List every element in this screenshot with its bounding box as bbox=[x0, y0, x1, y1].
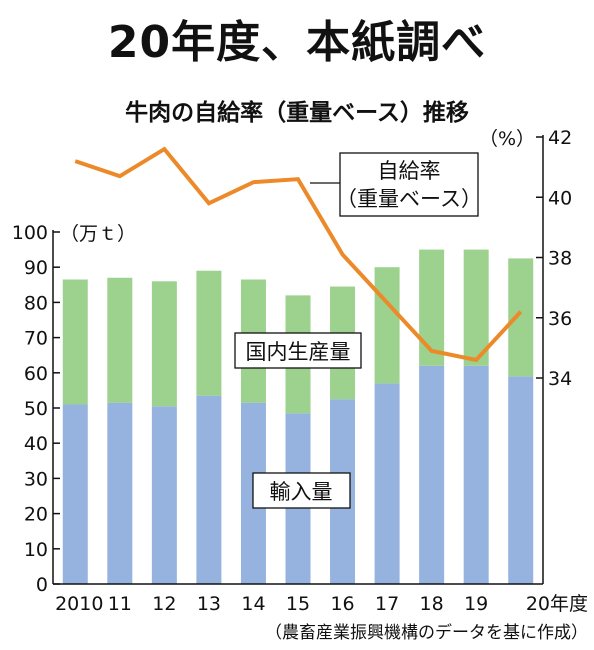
left-tick-label-90: 90 bbox=[24, 257, 48, 279]
x-tick-label-8: 18 bbox=[420, 593, 444, 615]
bar-import-9 bbox=[463, 365, 489, 584]
domestic-label: 国内生産量 bbox=[246, 340, 351, 364]
left-tick-label-0: 0 bbox=[36, 574, 48, 596]
chart-title: 牛肉の自給率（重量ベース）推移 bbox=[125, 99, 469, 126]
bar-import-1 bbox=[107, 402, 133, 584]
right-axis-unit: （%） bbox=[479, 128, 535, 150]
bar-domestic-2 bbox=[151, 281, 177, 407]
bar-domestic-7 bbox=[374, 267, 400, 384]
import-label: 輸入量 bbox=[270, 480, 333, 504]
left-tick-label-20: 20 bbox=[24, 504, 48, 526]
bar-import-7 bbox=[374, 383, 400, 584]
x-tick-label-0: 2010 bbox=[55, 593, 103, 615]
left-tick-label-50: 50 bbox=[24, 398, 48, 420]
bar-import-0 bbox=[62, 404, 88, 584]
x-tick-label-7: 17 bbox=[375, 593, 399, 615]
x-tick-label-3: 13 bbox=[197, 593, 221, 615]
right-tick-label-40: 40 bbox=[548, 187, 572, 209]
x-tick-label-9: 19 bbox=[464, 593, 488, 615]
ratio-label-box bbox=[339, 152, 479, 217]
bar-import-3 bbox=[196, 395, 222, 584]
x-tick-label-10: 20年度 bbox=[526, 593, 588, 615]
left-tick-label-70: 70 bbox=[24, 328, 48, 350]
x-tick-label-6: 16 bbox=[330, 593, 354, 615]
x-tick-label-1: 11 bbox=[108, 593, 132, 615]
headline: 20年度、本紙調べ bbox=[107, 17, 487, 68]
right-tick-label-42: 42 bbox=[548, 127, 572, 149]
x-tick-label-5: 15 bbox=[286, 593, 310, 615]
bar-domestic-10 bbox=[508, 258, 534, 377]
left-tick-label-10: 10 bbox=[24, 539, 48, 561]
ratio-label-line-2: （重量ベース） bbox=[336, 187, 482, 211]
bar-domestic-0 bbox=[62, 279, 88, 405]
left-tick-label-60: 60 bbox=[24, 363, 48, 385]
left-tick-label-100: 100 bbox=[12, 222, 48, 244]
bar-import-10 bbox=[508, 376, 534, 584]
bar-domestic-1 bbox=[107, 277, 133, 403]
source-note: （農畜産業振興機構のデータを基に作成） bbox=[265, 622, 588, 643]
bar-domestic-3 bbox=[196, 270, 222, 396]
left-tick-label-30: 30 bbox=[24, 468, 48, 490]
right-tick-label-38: 38 bbox=[548, 248, 572, 270]
right-tick-label-36: 36 bbox=[548, 308, 572, 330]
x-tick-label-4: 14 bbox=[241, 593, 265, 615]
right-tick-label-34: 34 bbox=[548, 368, 572, 390]
x-tick-label-2: 12 bbox=[152, 593, 176, 615]
bar-import-2 bbox=[151, 406, 177, 584]
left-tick-label-80: 80 bbox=[24, 292, 48, 314]
left-tick-label-40: 40 bbox=[24, 433, 48, 455]
left-axis-unit: （万ｔ） bbox=[60, 223, 136, 245]
domestic-label-box bbox=[234, 332, 362, 369]
bar-import-8 bbox=[419, 365, 445, 584]
ratio-label-line-1: 自給率 bbox=[378, 159, 441, 183]
import-label-box bbox=[252, 472, 351, 509]
bar-domestic-8 bbox=[419, 249, 445, 366]
bar-domestic-9 bbox=[463, 249, 489, 366]
